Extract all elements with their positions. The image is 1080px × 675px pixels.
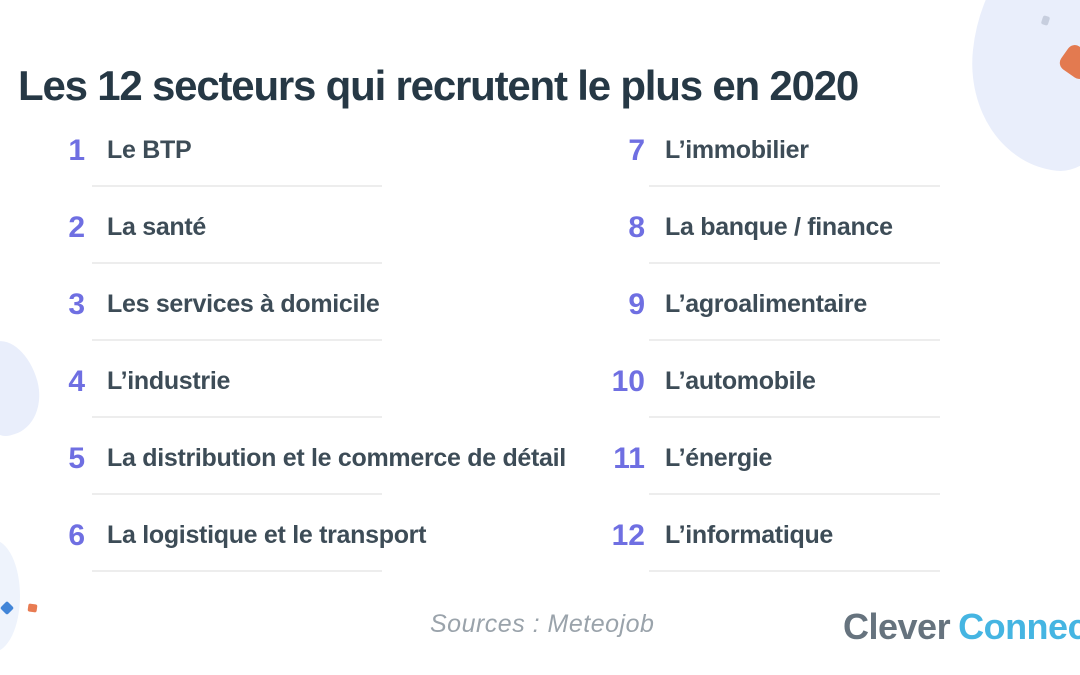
list-item: 11 L’énergie: [607, 420, 982, 497]
list-item: 3 Les services à domicile: [62, 266, 582, 343]
decor-orange-dot: [27, 603, 38, 613]
sector-label: L’énergie: [665, 444, 773, 472]
divider: [92, 185, 382, 187]
source-note: Sources : Meteojob: [430, 610, 655, 638]
clever-connect-logo: CleverConnect: [843, 606, 1080, 648]
sector-rank: 7: [628, 133, 645, 167]
sector-label: La distribution et le commerce de détail: [107, 444, 566, 472]
list-item: 1 Le BTP: [62, 112, 582, 189]
logo-text-connect: Connect: [958, 606, 1080, 647]
sector-label: L’agroalimentaire: [665, 290, 867, 318]
divider: [649, 416, 940, 418]
sector-rank: 12: [611, 518, 645, 552]
divider: [92, 493, 382, 495]
divider: [92, 262, 382, 264]
sector-rank: 1: [68, 133, 85, 167]
divider: [649, 493, 940, 495]
divider: [649, 185, 940, 187]
list-item: 7 L’immobilier: [607, 112, 982, 189]
divider: [649, 339, 940, 341]
divider: [649, 262, 940, 264]
sector-label: La santé: [107, 213, 207, 241]
sector-label: L’immobilier: [665, 136, 809, 164]
list-item: 12 L’informatique: [607, 497, 982, 574]
list-item: 6 La logistique et le transport: [62, 497, 582, 574]
list-item: 4 L’industrie: [62, 343, 582, 420]
sector-list-right: 7 L’immobilier 8 La banque / finance 9 L…: [607, 112, 982, 574]
sector-rank: 6: [68, 518, 85, 552]
list-item: 9 L’agroalimentaire: [607, 266, 982, 343]
sector-rank: 10: [611, 364, 645, 398]
list-item: 5 La distribution et le commerce de déta…: [62, 420, 582, 497]
sector-label: L’informatique: [665, 521, 834, 549]
sector-label: Les services à domicile: [107, 290, 380, 318]
decor-blob-left: [0, 333, 50, 443]
page-title: Les 12 secteurs qui recrutent le plus en…: [18, 62, 859, 110]
list-item: 8 La banque / finance: [607, 189, 982, 266]
divider: [92, 339, 382, 341]
sector-label: La banque / finance: [665, 213, 893, 241]
divider: [649, 570, 940, 572]
logo-text-clever: Clever: [843, 606, 951, 647]
sector-rank: 4: [68, 364, 85, 398]
sector-label: Le BTP: [107, 136, 192, 164]
list-item: 2 La santé: [62, 189, 582, 266]
divider: [92, 570, 382, 572]
sector-rank: 2: [68, 210, 85, 244]
sector-rank: 9: [628, 287, 645, 321]
sector-label: La logistique et le transport: [107, 521, 427, 549]
sector-rank: 11: [613, 441, 645, 475]
sector-rank: 8: [628, 210, 645, 244]
divider: [92, 416, 382, 418]
sector-rank: 5: [68, 441, 85, 475]
sector-label: L’industrie: [107, 367, 231, 395]
sector-list-left: 1 Le BTP 2 La santé 3 Les services à dom…: [62, 112, 582, 574]
sector-rank: 3: [68, 287, 85, 321]
sector-label: L’automobile: [665, 367, 816, 395]
list-item: 10 L’automobile: [607, 343, 982, 420]
decor-blob-bottom-left: [0, 540, 20, 652]
